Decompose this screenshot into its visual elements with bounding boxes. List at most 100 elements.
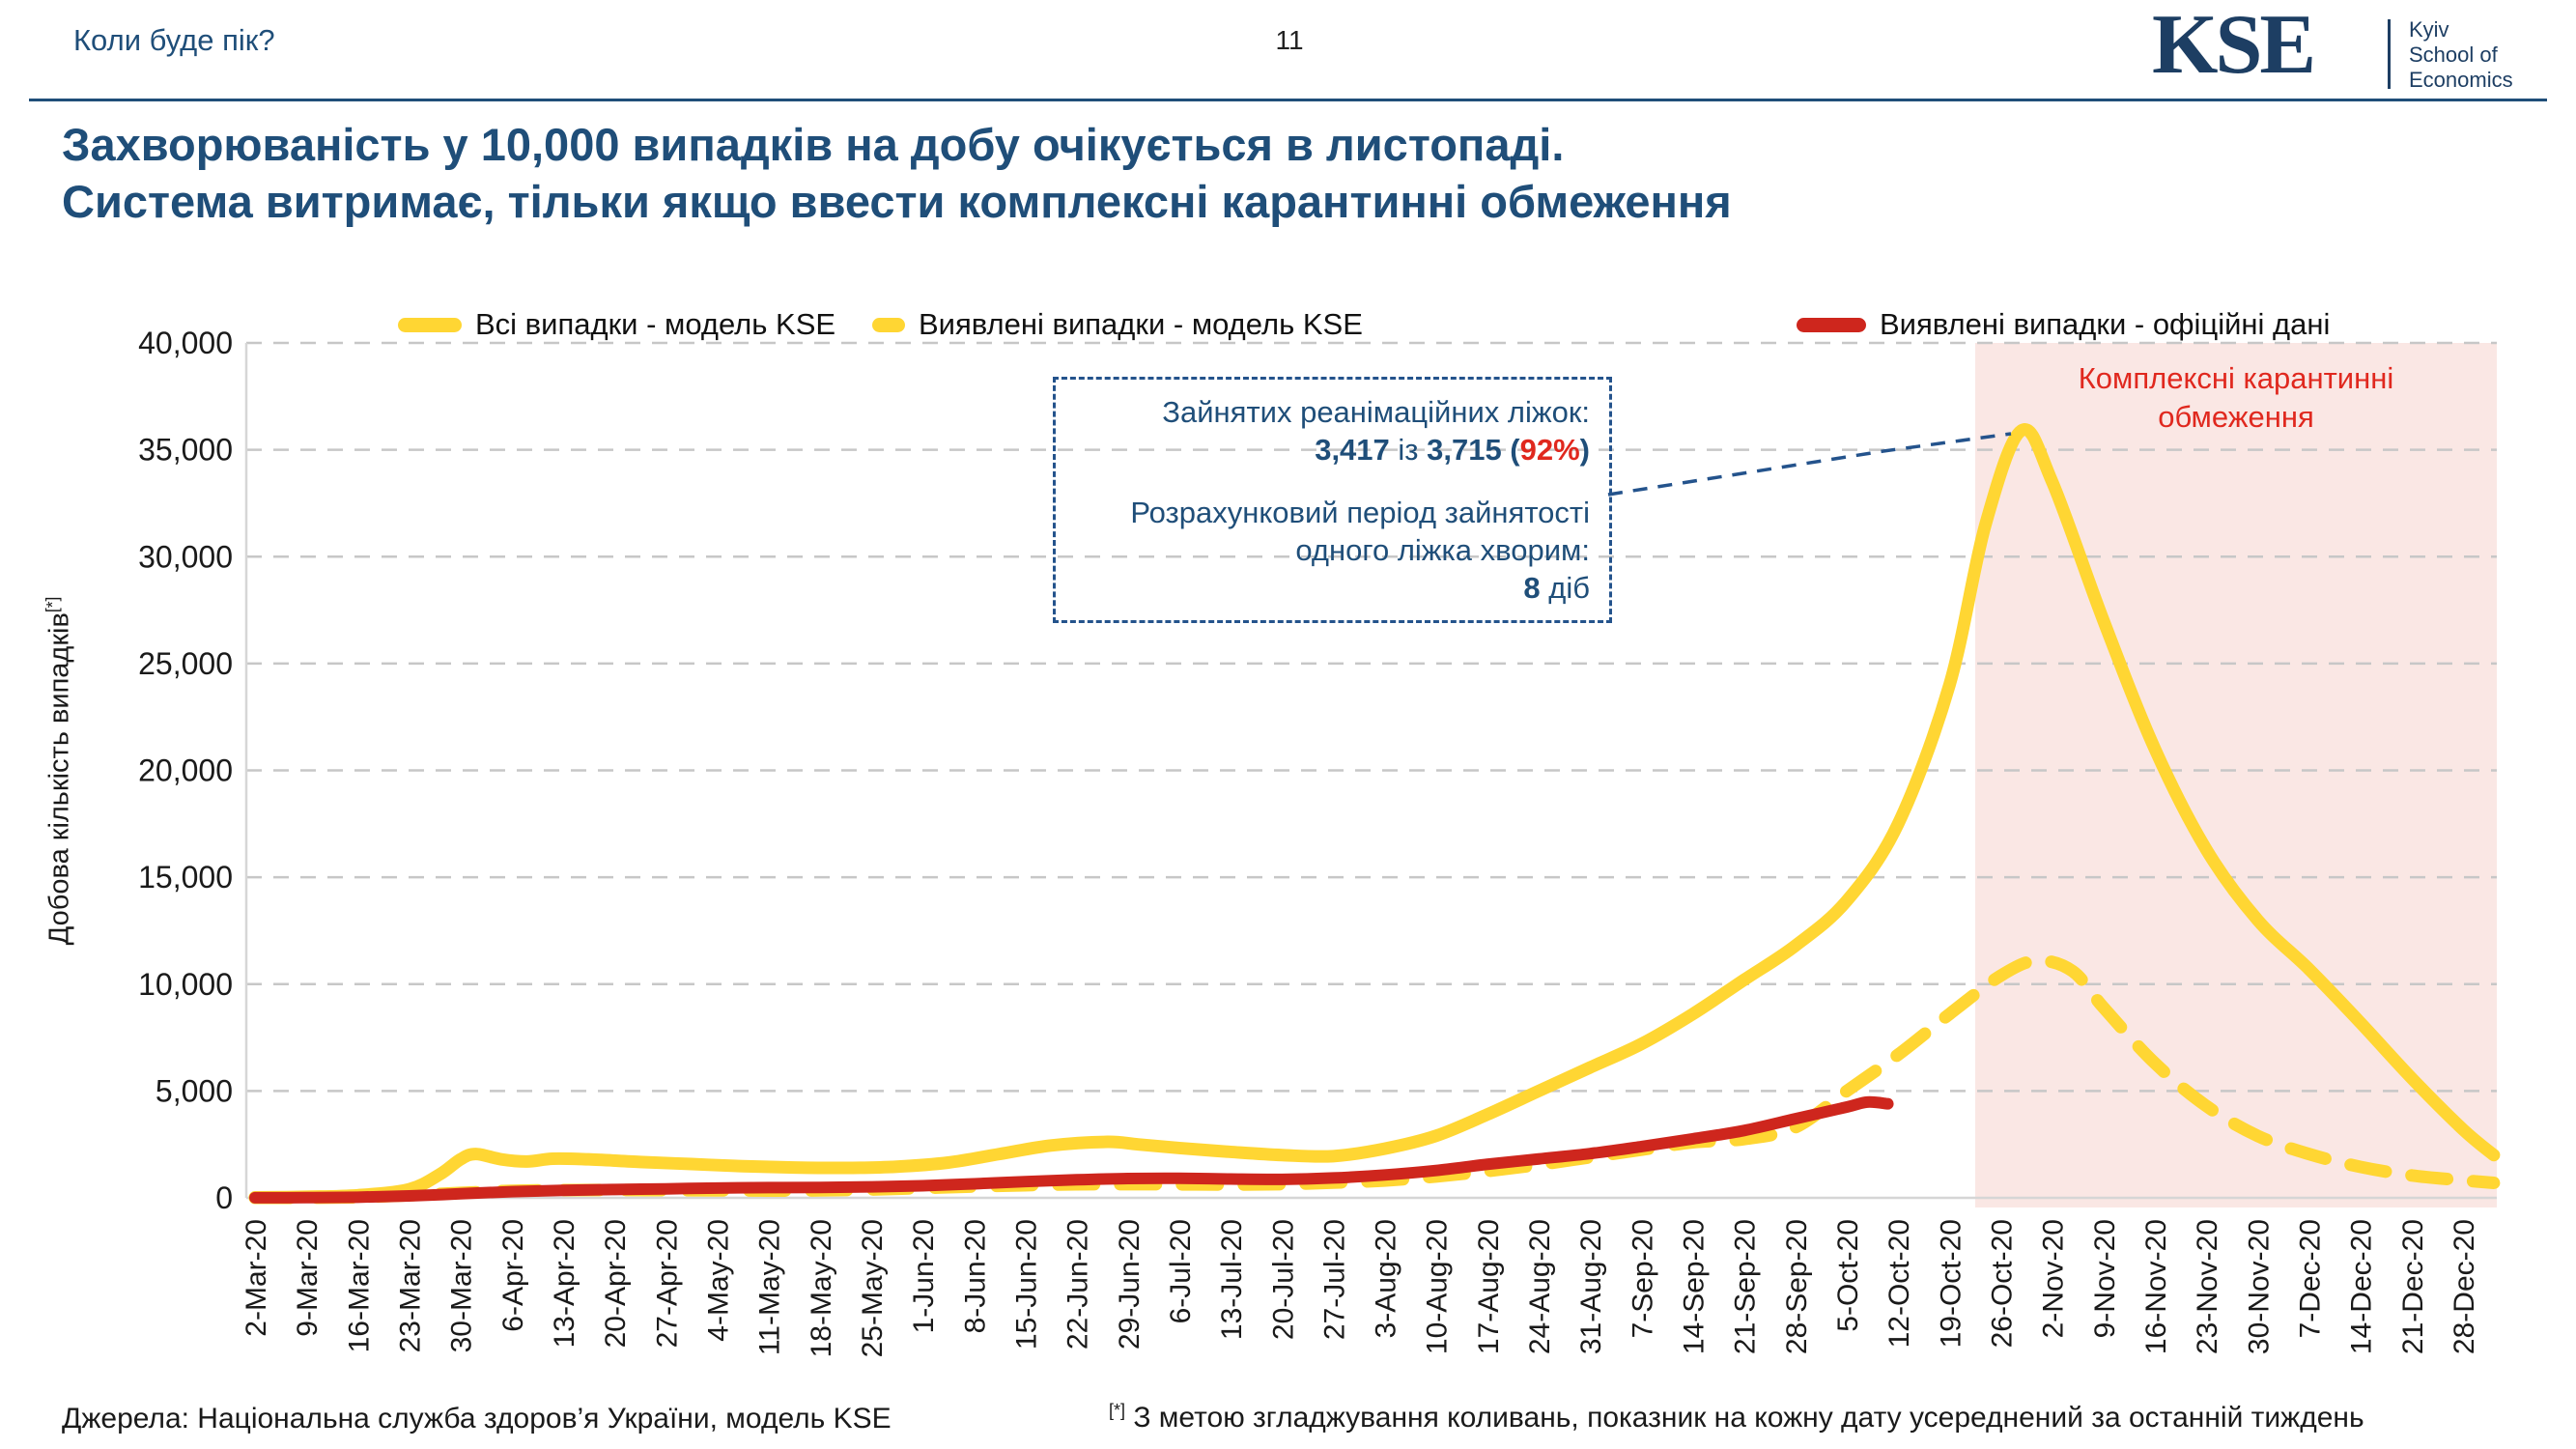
legend-swatch-solid-yellow (398, 317, 462, 332)
x-tick-label: 17-Aug-20 (1473, 1219, 1505, 1354)
x-tick-label: 8-Jun-20 (959, 1219, 991, 1333)
x-tick-label: 9-Nov-20 (2089, 1219, 2121, 1338)
x-tick-label: 18-May-20 (806, 1219, 837, 1357)
x-tick-label: 27-Jul-20 (1318, 1219, 1350, 1340)
y-tick-label: 25,000 (138, 646, 233, 681)
kse-logo-subtitle-line: Kyiv (2409, 17, 2449, 42)
y-tick-label: 30,000 (138, 539, 233, 574)
y-tick-label: 10,000 (138, 967, 233, 1002)
x-tick-label: 16-Nov-20 (2140, 1219, 2172, 1354)
page-number: 11 (1275, 25, 1304, 55)
x-tick-label: 7-Sep-20 (1627, 1219, 1658, 1338)
x-tick-label: 4-May-20 (702, 1219, 734, 1342)
x-tick-label: 9-Mar-20 (292, 1219, 324, 1337)
kse-logo-text: KSE (2152, 0, 2316, 92)
y-axis-title-footnote-marker: [*] (42, 596, 62, 613)
slide-title-line2: Система витримає, тільки якщо ввести ком… (62, 176, 1732, 227)
x-tick-label: 11-May-20 (754, 1219, 786, 1355)
x-tick-label: 12-Oct-20 (1883, 1219, 1915, 1348)
x-tick-label: 28-Dec-20 (2449, 1219, 2480, 1354)
icu-beds-total: 3,715 (1427, 433, 1502, 467)
icu-days-value: 8 (1523, 571, 1541, 605)
icu-line4: одного ліжка хворим: (1295, 533, 1590, 567)
x-tick-label: 31-Aug-20 (1575, 1219, 1607, 1354)
kse-logo-subtitle: Kyiv School of Economics (2409, 17, 2513, 93)
legend-item-official-data: Виявлені випадки - офіційні дані (1797, 307, 2330, 342)
legend-item-detected-cases-model: Виявлені випадки - модель KSE (872, 307, 1363, 342)
x-tick-label: 26-Oct-20 (1987, 1219, 2019, 1348)
x-tick-label: 27-Apr-20 (651, 1219, 683, 1348)
icu-line2: 3,417 із 3,715 (92%) (1063, 431, 1590, 469)
x-tick-label: 19-Oct-20 (1935, 1219, 1967, 1348)
x-tick-label: 24-Aug-20 (1524, 1219, 1556, 1354)
legend-label: Виявлені випадки - модель KSE (919, 307, 1363, 341)
x-tick-label: 21-Sep-20 (1730, 1219, 1762, 1354)
x-tick-label: 7-Dec-20 (2295, 1219, 2327, 1338)
footnote-marker: [*] (1109, 1401, 1126, 1420)
y-tick-label: 35,000 (138, 433, 233, 468)
icu-paren: ( (1501, 433, 1520, 467)
header-rule (29, 99, 2547, 101)
icu-line3: Розрахунковий період зайнятості (1130, 496, 1590, 529)
icu-beds-occupied: 3,417 (1315, 433, 1390, 467)
x-tick-label: 20-Jul-20 (1267, 1219, 1299, 1340)
kse-logo-subtitle-line: Economics (2409, 68, 2513, 92)
x-tick-label: 22-Jun-20 (1062, 1219, 1094, 1350)
series-line-official-data (249, 1095, 1894, 1204)
icu-line5: 8 діб (1063, 569, 1590, 607)
y-tick-label: 5,000 (156, 1073, 233, 1108)
x-tick-label: 23-Nov-20 (2192, 1219, 2223, 1354)
x-tick-label: 16-Mar-20 (343, 1219, 375, 1352)
footer-footnote: [*] З метою згладжування коливань, показ… (1109, 1401, 2364, 1435)
series-line-all-cases-model (248, 423, 2501, 1205)
x-tick-label: 23-Mar-20 (394, 1219, 426, 1352)
x-tick-label: 13-Apr-20 (549, 1219, 580, 1348)
header-section-title: Коли буде пік? (73, 23, 275, 57)
icu-gap (1063, 469, 1590, 494)
kse-logo-subtitle-line: School of (2409, 43, 2498, 67)
legend-label: Всі випадки - модель KSE (475, 307, 836, 341)
icu-percent: 92% (1519, 433, 1580, 467)
y-tick-label: 20,000 (138, 753, 233, 788)
slide-title-line1: Захворюваність у 10,000 випадків на добу… (62, 119, 1565, 170)
x-tick-label: 30-Nov-20 (2243, 1219, 2275, 1354)
x-tick-label: 15-Jun-20 (1010, 1219, 1042, 1350)
x-tick-label: 3-Aug-20 (1371, 1219, 1402, 1338)
legend-swatch-dashed-yellow (872, 317, 905, 332)
footnote-text: З метою згладжування коливань, показник … (1125, 1402, 2364, 1434)
footer-source: Джерела: Національна служба здоров’я Укр… (62, 1403, 892, 1435)
legend-item-all-cases-model: Всі випадки - модель KSE (398, 307, 835, 342)
legend-label: Виявлені випадки - офіційні дані (1880, 307, 2331, 341)
x-tick-label: 20-Apr-20 (600, 1219, 632, 1348)
x-tick-label: 6-Apr-20 (497, 1219, 529, 1332)
x-tick-label: 28-Sep-20 (1781, 1219, 1813, 1354)
x-tick-label: 2-Mar-20 (241, 1219, 272, 1337)
legend-swatch-solid-red (1797, 317, 1866, 332)
x-tick-label: 14-Sep-20 (1679, 1219, 1711, 1354)
y-tick-label: 40,000 (138, 326, 233, 360)
x-tick-label: 25-May-20 (857, 1219, 889, 1357)
x-tick-label: 6-Jul-20 (1165, 1219, 1197, 1323)
icu-paren: ) (1579, 433, 1590, 467)
slide-title: Захворюваність у 10,000 випадків на добу… (62, 116, 1732, 230)
x-tick-label: 1-Jun-20 (908, 1219, 940, 1333)
x-tick-label: 29-Jun-20 (1114, 1219, 1146, 1350)
x-tick-label: 21-Dec-20 (2397, 1219, 2429, 1354)
x-tick-label: 10-Aug-20 (1422, 1219, 1454, 1354)
icu-line1: Зайнятих реанімаційних ліжок: (1162, 395, 1590, 429)
y-tick-label: 0 (215, 1180, 233, 1215)
icu-annotation-box: Зайнятих реанімаційних ліжок: 3,417 із 3… (1053, 377, 1612, 623)
x-tick-label: 13-Jul-20 (1216, 1219, 1248, 1340)
icu-days-word: діб (1540, 571, 1590, 605)
x-tick-label: 5-Oct-20 (1832, 1219, 1864, 1332)
quarantine-label-line2: обмеження (2158, 400, 2314, 434)
icu-of-word: із (1389, 433, 1428, 467)
y-tick-label: 15,000 (138, 860, 233, 895)
y-axis-title: Добова кількість випадків[*] (42, 384, 81, 1157)
kse-logo-divider (2388, 19, 2391, 89)
y-axis-title-text: Добова кількість випадків (43, 612, 75, 946)
quarantine-region-label: Комплексні карантинні обмеження (1975, 359, 2497, 437)
quarantine-region (1974, 343, 2497, 1208)
